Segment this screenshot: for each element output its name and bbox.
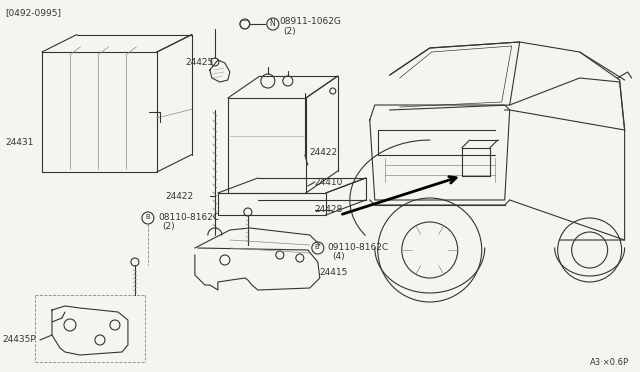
Text: 24422: 24422 bbox=[165, 192, 193, 201]
Text: 24425: 24425 bbox=[185, 58, 213, 67]
Text: 24422: 24422 bbox=[310, 148, 338, 157]
Text: 24410: 24410 bbox=[315, 178, 343, 187]
Text: 24431: 24431 bbox=[5, 138, 33, 147]
Text: 08110-8162C: 08110-8162C bbox=[158, 213, 219, 222]
Text: (2): (2) bbox=[162, 222, 175, 231]
Text: N: N bbox=[269, 19, 275, 28]
Text: [0492-0995]: [0492-0995] bbox=[5, 8, 61, 17]
Text: 08911-1062G: 08911-1062G bbox=[280, 17, 342, 26]
Text: A3·×0.6P: A3·×0.6P bbox=[589, 358, 628, 367]
Text: B: B bbox=[145, 214, 150, 220]
Text: 24415: 24415 bbox=[320, 268, 348, 277]
Text: 09110-8162C: 09110-8162C bbox=[328, 243, 389, 252]
Text: (2): (2) bbox=[283, 27, 296, 36]
Text: (4): (4) bbox=[332, 252, 344, 261]
Text: 24428: 24428 bbox=[315, 205, 343, 214]
Text: 24435P: 24435P bbox=[2, 335, 36, 344]
Text: B: B bbox=[315, 244, 319, 250]
